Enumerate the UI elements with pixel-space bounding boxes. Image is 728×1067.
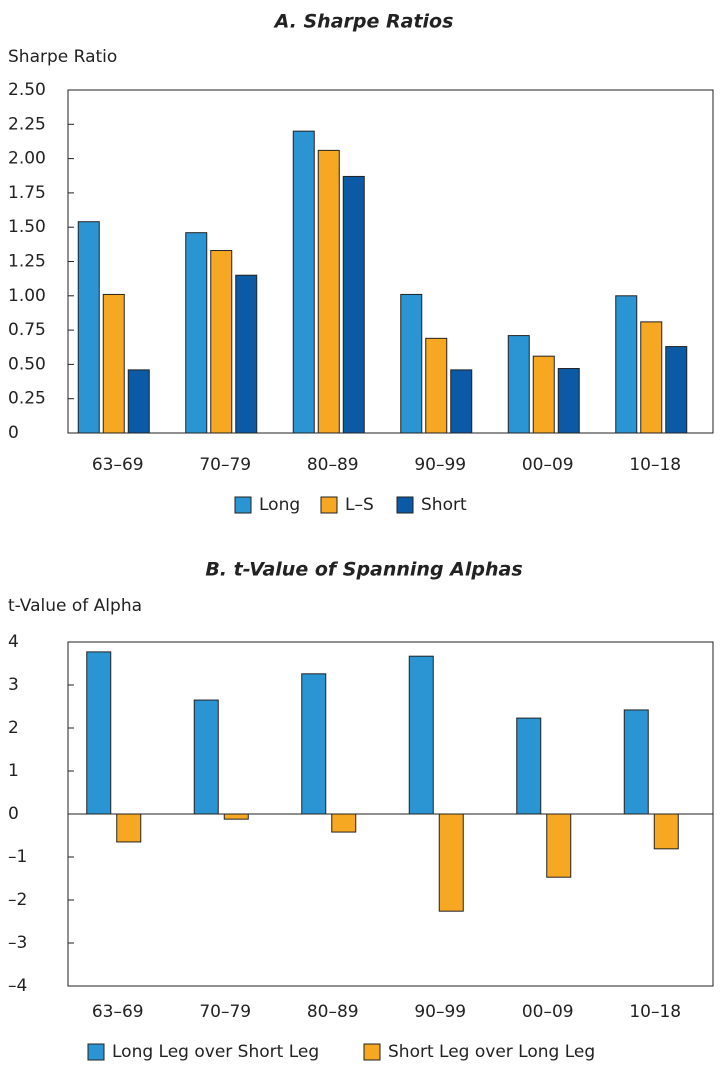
y-tick-label: 1.25 xyxy=(8,252,46,272)
bar xyxy=(210,250,233,434)
y-tick-label: –4 xyxy=(8,976,27,996)
bar xyxy=(235,274,258,434)
bar xyxy=(400,293,423,434)
bar xyxy=(86,651,112,815)
x-tick-label: 00–09 xyxy=(522,455,574,475)
y-tick-label: –2 xyxy=(8,890,27,910)
y-tick-label: 0 xyxy=(8,804,19,824)
y-tick-label: 1.00 xyxy=(8,286,46,306)
bar xyxy=(425,337,448,434)
x-tick-label: 10–18 xyxy=(629,1002,681,1022)
bar xyxy=(546,813,572,878)
x-tick-label: 63–69 xyxy=(92,455,144,475)
x-tick-label: 80–89 xyxy=(307,455,359,475)
x-tick-label: 90–99 xyxy=(414,1002,466,1022)
y-tick-label: –1 xyxy=(8,847,27,867)
y-tick-label: 2 xyxy=(8,718,19,738)
bar xyxy=(223,813,249,820)
bar xyxy=(653,813,679,850)
bar xyxy=(557,368,580,434)
chart-title: B. t-Value of Spanning Alphas xyxy=(205,559,522,581)
chart-title: A. Sharpe Ratios xyxy=(273,11,454,33)
bar xyxy=(301,673,327,815)
legend-label: Long Leg over Short Leg xyxy=(112,1042,319,1062)
bar xyxy=(516,717,542,815)
legend-swatch xyxy=(234,496,252,514)
x-tick-label: 90–99 xyxy=(414,455,466,475)
y-tick-label: 0.75 xyxy=(8,320,46,340)
bar xyxy=(408,655,434,815)
legend-label: L–S xyxy=(345,495,374,515)
bar xyxy=(127,369,150,434)
bar xyxy=(317,149,340,434)
y-tick-label: 2.00 xyxy=(8,149,46,169)
x-tick-label: 70–79 xyxy=(199,1002,251,1022)
legend-label: Short Leg over Long Leg xyxy=(388,1042,595,1062)
legend-label: Short xyxy=(421,495,467,515)
y-tick-label: 3 xyxy=(8,675,19,695)
bar xyxy=(532,355,555,434)
legend-label: Long xyxy=(259,495,300,515)
x-tick-label: 63–69 xyxy=(92,1002,144,1022)
y-tick-label: 1 xyxy=(8,761,19,781)
bar xyxy=(185,232,208,434)
x-tick-label: 70–79 xyxy=(199,455,251,475)
bar xyxy=(615,295,638,434)
y-tick-label: 2.25 xyxy=(8,114,46,134)
y-tick-label: 1.75 xyxy=(8,183,46,203)
legend-swatch xyxy=(396,496,414,514)
legend-swatch xyxy=(363,1043,381,1061)
y-axis-label: t-Value of Alpha xyxy=(8,596,142,616)
bar xyxy=(623,709,649,815)
y-tick-label: –3 xyxy=(8,933,27,953)
bar xyxy=(193,699,219,815)
y-axis-label: Sharpe Ratio xyxy=(8,47,117,67)
bar xyxy=(507,335,530,434)
y-tick-label: 0.50 xyxy=(8,354,46,374)
bar xyxy=(102,293,125,434)
legend-swatch xyxy=(320,496,338,514)
bar xyxy=(331,813,357,833)
y-tick-label: 2.50 xyxy=(8,80,46,100)
bar xyxy=(450,369,473,434)
bar xyxy=(116,813,142,843)
bar xyxy=(640,321,663,434)
bar xyxy=(438,813,464,912)
y-tick-label: 1.50 xyxy=(8,217,46,237)
bar xyxy=(665,346,688,434)
y-tick-label: 4 xyxy=(8,632,19,652)
bar xyxy=(77,221,100,434)
x-tick-label: 80–89 xyxy=(307,1002,359,1022)
bar xyxy=(292,130,315,434)
y-tick-label: 0 xyxy=(8,423,19,443)
legend-swatch xyxy=(87,1043,105,1061)
x-tick-label: 10–18 xyxy=(629,455,681,475)
x-tick-label: 00–09 xyxy=(522,1002,574,1022)
bar xyxy=(342,175,365,434)
y-tick-label: 0.25 xyxy=(8,389,46,409)
